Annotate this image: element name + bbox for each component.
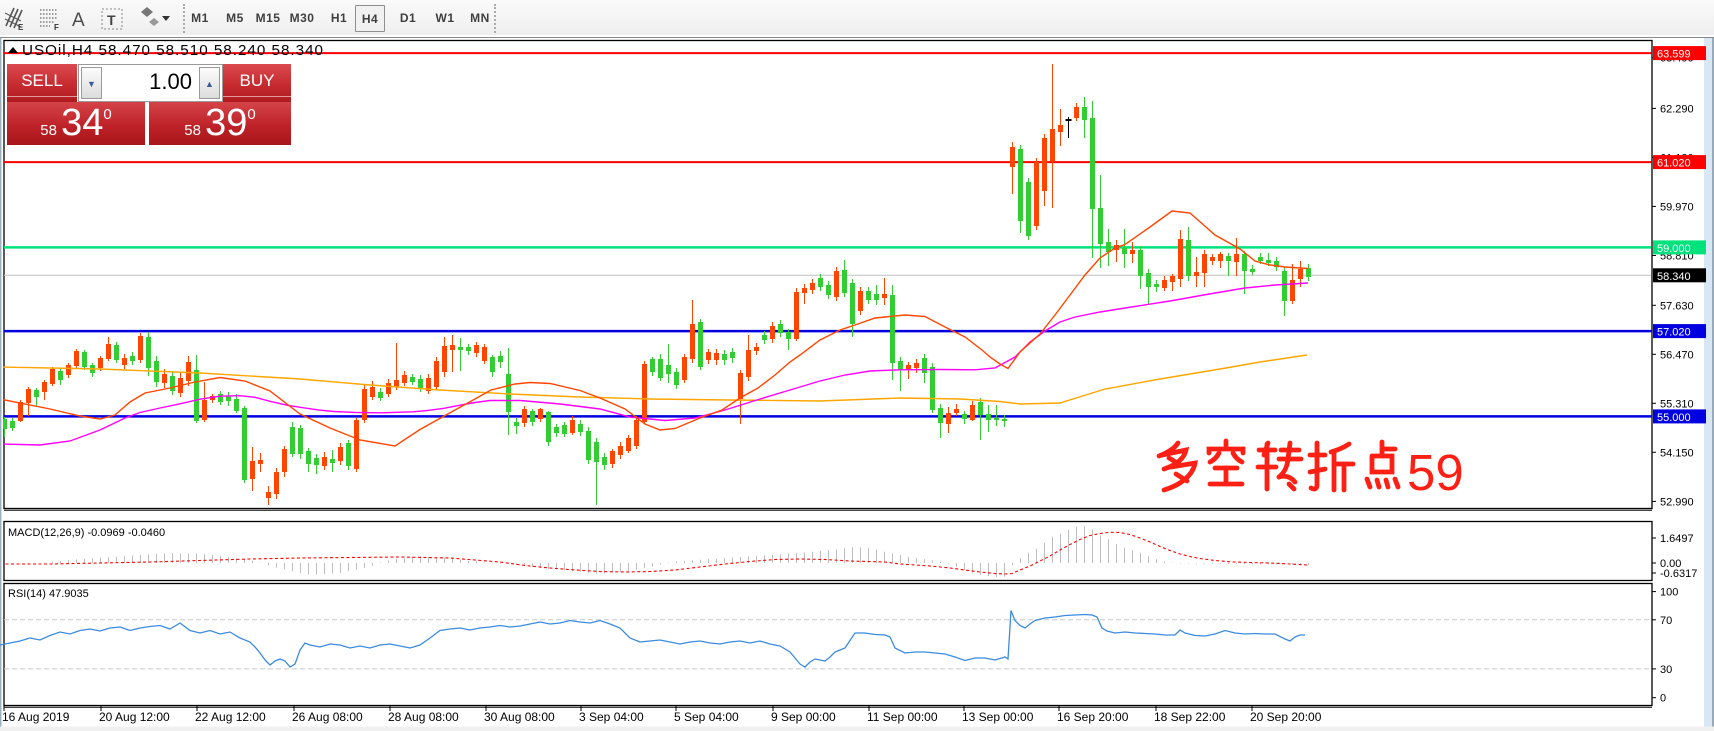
svg-text:52.990: 52.990 [1660,496,1694,508]
svg-text:55.310: 55.310 [1660,398,1694,410]
svg-text:26 Aug 08:00: 26 Aug 08:00 [292,710,363,724]
svg-text:20 Aug 12:00: 20 Aug 12:00 [99,710,170,724]
svg-text:57.630: 57.630 [1660,300,1694,312]
svg-text:-0.6317: -0.6317 [1660,568,1697,580]
svg-text:58.340: 58.340 [1657,271,1691,283]
svg-text:0.00: 0.00 [1660,558,1681,570]
svg-text:USOil,H4 58.470 58.510 58.240: USOil,H4 58.470 58.510 58.240 58.340 [22,42,324,59]
svg-text:RSI(14) 47.9035: RSI(14) 47.9035 [8,588,89,600]
svg-text:62.290: 62.290 [1660,103,1694,115]
svg-text:61.020: 61.020 [1657,158,1691,170]
svg-text:28 Aug 08:00: 28 Aug 08:00 [388,710,459,724]
svg-text:57.020: 57.020 [1657,327,1691,339]
svg-text:54.150: 54.150 [1660,447,1694,459]
svg-text:100: 100 [1660,587,1678,599]
svg-text:0: 0 [1660,693,1666,705]
svg-text:20 Sep 20:00: 20 Sep 20:00 [1250,710,1322,724]
svg-text:30: 30 [1660,664,1672,676]
svg-text:70: 70 [1660,615,1672,627]
svg-text:56.470: 56.470 [1660,349,1694,361]
svg-text:3 Sep 04:00: 3 Sep 04:00 [579,710,644,724]
svg-text:59: 59 [1407,444,1464,501]
svg-text:18 Sep 22:00: 18 Sep 22:00 [1154,710,1226,724]
svg-text:9 Sep 00:00: 9 Sep 00:00 [771,710,836,724]
svg-text:13 Sep 00:00: 13 Sep 00:00 [962,710,1034,724]
svg-text:59.000: 59.000 [1657,243,1691,255]
svg-text:30 Aug 08:00: 30 Aug 08:00 [484,710,555,724]
svg-text:63.599: 63.599 [1657,49,1691,61]
svg-text:A: A [72,10,85,31]
svg-text:5 Sep 04:00: 5 Sep 04:00 [674,710,739,724]
svg-text:11 Sep 00:00: 11 Sep 00:00 [867,710,938,724]
svg-text:1.6497: 1.6497 [1660,533,1694,545]
svg-text:22 Aug 12:00: 22 Aug 12:00 [195,710,266,724]
svg-text:E: E [18,23,24,32]
svg-text:16 Aug 2019: 16 Aug 2019 [2,710,70,724]
svg-text:MACD(12,26,9) -0.0969 -0.0460: MACD(12,26,9) -0.0969 -0.0460 [8,527,165,539]
svg-text:T: T [107,12,116,28]
svg-text:59.970: 59.970 [1660,201,1694,213]
svg-text:F: F [54,23,59,32]
svg-text:55.000: 55.000 [1657,412,1691,424]
svg-text:16 Sep 20:00: 16 Sep 20:00 [1057,710,1129,724]
